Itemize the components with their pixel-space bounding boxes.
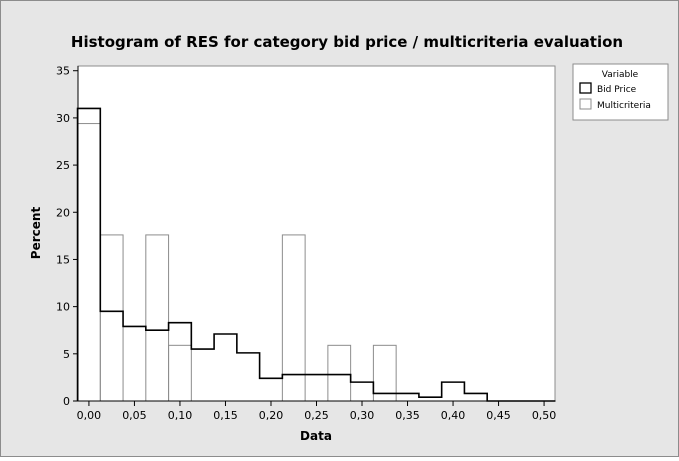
- y-tick-label: 10: [56, 301, 70, 314]
- x-axis-ticks: 0,00 0,05 0,10 0,15 0,20 0,25 0,30 0,35 0,40 0,45…: [77, 401, 557, 422]
- y-tick-label: 0: [63, 395, 70, 408]
- x-tick-label: 0,50: [532, 409, 557, 422]
- x-tick-label: 0,30: [350, 409, 375, 422]
- chart-title: Histogram of RES for category bid price …: [71, 33, 623, 51]
- legend-title: Variable: [602, 70, 639, 80]
- y-axis-ticks: 0 5 10 15 20 25 30 35: [56, 65, 78, 408]
- y-tick-label: 35: [56, 65, 70, 78]
- x-axis-label: Data: [300, 429, 332, 443]
- y-tick-label: 15: [56, 253, 70, 266]
- x-tick-label: 0,45: [486, 409, 511, 422]
- y-tick-label: 5: [63, 348, 70, 361]
- y-tick-label: 30: [56, 112, 70, 125]
- x-tick-label: 0,05: [122, 409, 147, 422]
- y-axis-label: Percent: [29, 207, 43, 260]
- legend-swatch-multicriteria: [579, 98, 592, 110]
- legend-label-bid-price: Bid Price: [597, 85, 637, 95]
- x-tick-label: 0,20: [259, 409, 284, 422]
- x-tick-label: 0,35: [395, 409, 420, 422]
- bid-price-step-outline: [76, 107, 556, 402]
- y-tick-label: 20: [56, 206, 70, 219]
- plot-area: [77, 65, 556, 402]
- legend-label-multicriteria: Multicriteria: [597, 101, 651, 111]
- x-tick-label: 0,00: [77, 409, 102, 422]
- x-tick-label: 0,25: [304, 409, 329, 422]
- legend-swatch-bid-price: [579, 82, 592, 94]
- x-tick-label: 0,40: [441, 409, 466, 422]
- legend: Variable Bid Price Multicriteria: [572, 63, 669, 121]
- x-tick-label: 0,10: [168, 409, 193, 422]
- y-tick-label: 25: [56, 159, 70, 172]
- x-tick-label: 0,15: [213, 409, 238, 422]
